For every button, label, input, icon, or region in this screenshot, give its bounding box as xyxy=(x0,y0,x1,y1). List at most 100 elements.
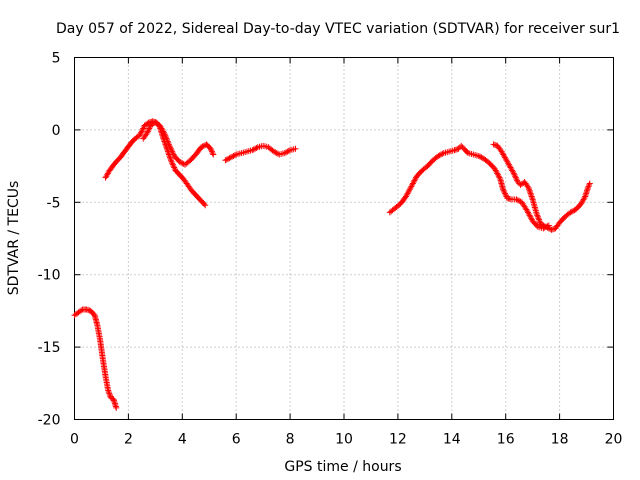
x-tick-label: 2 xyxy=(124,432,133,448)
data-point-marker xyxy=(536,218,543,225)
data-point-marker xyxy=(514,197,521,204)
data-point-marker xyxy=(106,391,113,398)
x-tick-label: 14 xyxy=(443,432,461,448)
data-point-marker xyxy=(534,212,541,219)
data-point-marker xyxy=(281,150,288,157)
data-point-marker xyxy=(511,171,518,178)
y-tick-label: -20 xyxy=(38,413,61,429)
data-point-marker xyxy=(272,149,279,156)
data-point-marker xyxy=(170,163,177,170)
data-point-marker xyxy=(107,394,114,401)
data-point-marker xyxy=(458,142,465,149)
data-point-marker xyxy=(527,189,534,196)
data-point-marker xyxy=(144,129,151,136)
x-tick-label: 18 xyxy=(551,432,569,448)
data-point-marker xyxy=(145,126,152,133)
data-point-marker xyxy=(439,150,446,157)
data-point-marker xyxy=(177,159,184,166)
y-tick-label: 0 xyxy=(52,123,61,139)
data-point-marker xyxy=(292,145,299,152)
data-point-marker xyxy=(230,152,237,159)
data-point-marker xyxy=(525,184,532,191)
data-point-marker xyxy=(250,146,257,153)
data-point-marker xyxy=(528,192,535,199)
data-point-marker xyxy=(249,147,256,154)
x-tick-label: 20 xyxy=(605,432,623,448)
data-point-marker xyxy=(207,145,214,152)
data-point-marker xyxy=(540,222,547,229)
data-point-marker xyxy=(161,138,168,145)
data-point-marker xyxy=(252,145,259,152)
data-point-marker xyxy=(167,154,174,161)
data-point-marker xyxy=(164,147,171,154)
data-point-marker xyxy=(113,404,120,411)
data-point-marker xyxy=(162,142,169,149)
data-point-marker xyxy=(526,187,533,194)
data-point-marker xyxy=(527,190,534,197)
data-point-marker xyxy=(160,135,167,142)
data-point-marker xyxy=(285,147,292,154)
data-point-marker xyxy=(165,151,172,158)
data-point-marker xyxy=(201,201,208,208)
data-point-marker xyxy=(208,147,215,154)
data-point-marker xyxy=(225,155,232,162)
y-tick-label: -5 xyxy=(47,195,61,211)
data-point-marker xyxy=(105,387,112,394)
data-point-marker xyxy=(139,126,146,133)
data-point-marker xyxy=(501,189,508,196)
plot-frame xyxy=(74,57,614,420)
data-point-marker xyxy=(90,311,97,318)
data-point-marker xyxy=(273,150,280,157)
x-tick-label: 4 xyxy=(178,432,187,448)
data-point-marker xyxy=(535,215,542,222)
data-point-marker xyxy=(208,148,215,155)
data-point-marker xyxy=(436,152,443,159)
data-marks xyxy=(71,118,593,411)
y-tick-label: 5 xyxy=(52,51,61,67)
data-point-marker xyxy=(541,223,548,230)
data-point-marker xyxy=(586,181,593,188)
y-tick-label: -15 xyxy=(38,340,61,356)
data-point-marker xyxy=(138,128,145,135)
data-point-marker xyxy=(253,145,260,151)
data-point-marker xyxy=(166,152,173,159)
data-point-marker xyxy=(513,176,520,183)
data-point-marker xyxy=(169,161,176,168)
data-point-marker xyxy=(210,151,217,158)
y-axis-title: SDTVAR / TECUs xyxy=(6,181,22,296)
x-tick-label: 10 xyxy=(335,432,353,448)
data-point-marker xyxy=(140,125,147,132)
data-point-marker xyxy=(512,174,519,181)
data-point-marker xyxy=(435,152,442,159)
data-point-marker xyxy=(146,125,153,132)
data-point-marker xyxy=(227,154,234,161)
data-point-marker xyxy=(160,137,167,144)
chart-ticks: 0 2 4 6 8 10 12 14 16 18 20 -20 -15 -10 -5 0 5 xyxy=(38,51,623,448)
data-point-marker xyxy=(529,194,536,201)
data-point-marker xyxy=(223,156,230,163)
x-tick-label: 8 xyxy=(286,432,295,448)
data-point-marker xyxy=(510,170,517,177)
y-tick-label: -10 xyxy=(38,268,61,284)
data-point-marker xyxy=(570,207,577,214)
data-point-marker xyxy=(171,164,178,171)
data-point-marker xyxy=(176,158,183,165)
data-point-marker xyxy=(162,141,169,148)
data-point-marker xyxy=(438,151,445,158)
data-point-marker xyxy=(144,128,151,135)
data-point-marker xyxy=(226,155,233,162)
data-point-marker xyxy=(146,124,153,131)
data-point-marker xyxy=(231,152,238,159)
data-point-marker xyxy=(270,148,277,155)
x-tick-label: 0 xyxy=(70,432,79,448)
data-point-marker xyxy=(167,155,174,162)
data-point-marker xyxy=(283,149,290,156)
data-point-marker xyxy=(500,187,507,194)
data-point-marker xyxy=(567,209,574,216)
data-point-marker xyxy=(105,388,112,395)
data-point-marker xyxy=(528,193,535,200)
data-point-marker xyxy=(202,202,209,209)
chart-title: Day 057 of 2022, Sidereal Day-to-day VTE… xyxy=(56,21,620,37)
data-point-marker xyxy=(163,145,170,152)
data-point-marker xyxy=(584,184,591,191)
